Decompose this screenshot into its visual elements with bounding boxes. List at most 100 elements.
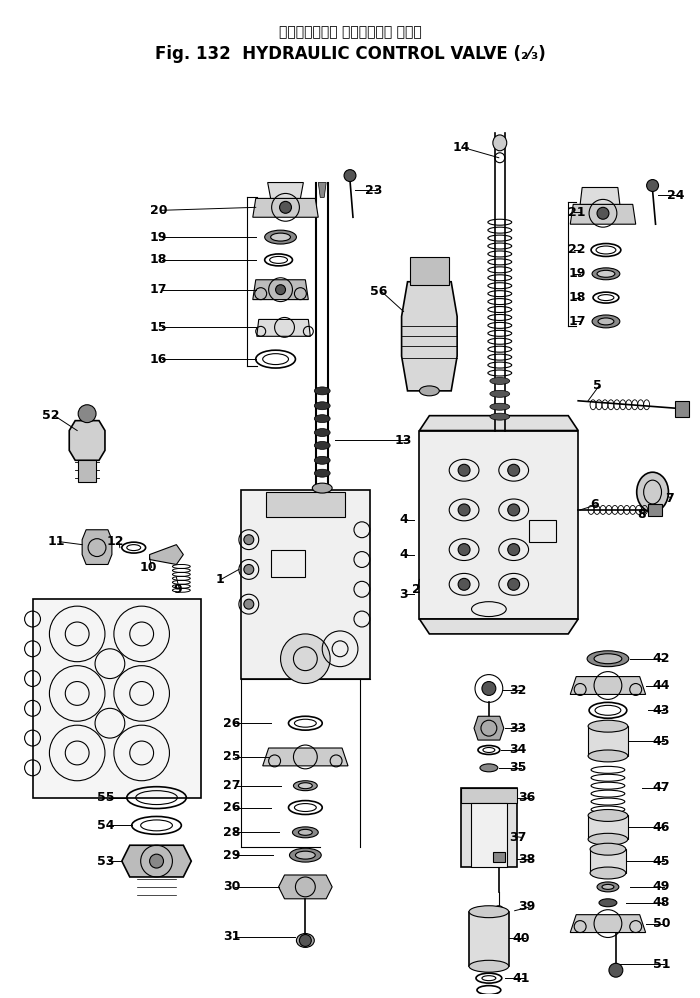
Ellipse shape	[312, 483, 332, 493]
Ellipse shape	[314, 441, 330, 449]
Text: 31: 31	[223, 930, 240, 943]
Ellipse shape	[594, 654, 622, 664]
Text: 55: 55	[97, 791, 115, 804]
Circle shape	[300, 934, 312, 946]
Text: 14: 14	[452, 142, 470, 155]
Text: 19: 19	[150, 231, 167, 244]
Text: 12: 12	[107, 535, 125, 548]
Text: 38: 38	[519, 852, 536, 865]
Text: 18: 18	[568, 291, 586, 304]
Polygon shape	[580, 188, 620, 205]
Ellipse shape	[480, 763, 498, 771]
Text: 32: 32	[509, 684, 526, 697]
Ellipse shape	[588, 833, 628, 845]
Ellipse shape	[490, 390, 510, 397]
Ellipse shape	[490, 403, 510, 410]
Ellipse shape	[490, 413, 510, 420]
Text: 44: 44	[652, 679, 670, 692]
Text: 27: 27	[223, 779, 241, 792]
Circle shape	[344, 170, 356, 182]
Circle shape	[78, 405, 96, 422]
Circle shape	[279, 202, 291, 214]
Polygon shape	[262, 748, 348, 765]
Text: 4: 4	[400, 513, 408, 526]
Text: 15: 15	[150, 321, 167, 334]
Polygon shape	[279, 875, 332, 899]
Text: 13: 13	[395, 434, 412, 447]
Text: 26: 26	[223, 801, 240, 814]
Text: 47: 47	[652, 781, 670, 794]
Ellipse shape	[314, 387, 330, 395]
Polygon shape	[253, 199, 318, 218]
Ellipse shape	[602, 884, 614, 889]
Polygon shape	[257, 319, 310, 336]
Text: 24: 24	[668, 189, 685, 202]
Ellipse shape	[293, 827, 318, 837]
Text: 2: 2	[412, 583, 420, 596]
Text: 51: 51	[652, 958, 670, 971]
Text: 45: 45	[652, 735, 670, 748]
Polygon shape	[570, 677, 645, 695]
Polygon shape	[419, 415, 578, 430]
Ellipse shape	[588, 749, 628, 761]
Text: 30: 30	[223, 880, 240, 893]
Text: 8: 8	[638, 508, 646, 521]
Text: 29: 29	[223, 848, 240, 861]
Text: 1: 1	[215, 573, 224, 586]
Text: 50: 50	[652, 917, 670, 930]
Text: 18: 18	[150, 253, 167, 266]
Text: 16: 16	[150, 352, 167, 365]
Text: 53: 53	[97, 854, 114, 867]
Text: 49: 49	[652, 880, 670, 893]
Ellipse shape	[295, 851, 315, 859]
Ellipse shape	[271, 234, 290, 242]
Bar	[648, 504, 661, 516]
Polygon shape	[253, 279, 308, 299]
Circle shape	[508, 544, 519, 556]
Polygon shape	[69, 420, 105, 460]
Text: 56: 56	[370, 285, 387, 298]
Bar	[469, 912, 509, 966]
Text: ハイドロリック コントロール バルブ: ハイドロリック コントロール バルブ	[279, 25, 421, 39]
Polygon shape	[570, 915, 645, 932]
Text: 22: 22	[568, 244, 586, 256]
Circle shape	[281, 634, 330, 684]
Polygon shape	[150, 545, 183, 565]
Circle shape	[244, 599, 254, 609]
Ellipse shape	[314, 469, 330, 477]
Circle shape	[458, 504, 470, 516]
Text: 17: 17	[150, 283, 167, 296]
Bar	[588, 727, 628, 755]
Text: 42: 42	[652, 653, 670, 666]
Ellipse shape	[597, 882, 619, 892]
Text: 46: 46	[652, 821, 670, 834]
Polygon shape	[474, 717, 504, 741]
Ellipse shape	[469, 906, 509, 917]
Circle shape	[597, 208, 609, 220]
Circle shape	[508, 504, 519, 516]
Ellipse shape	[298, 782, 312, 788]
Text: 6: 6	[590, 498, 598, 511]
Circle shape	[647, 180, 659, 192]
Text: 39: 39	[519, 900, 536, 913]
Ellipse shape	[314, 428, 330, 436]
Text: 11: 11	[48, 535, 65, 548]
Polygon shape	[570, 205, 636, 225]
Bar	[588, 815, 628, 839]
Text: 34: 34	[509, 744, 526, 756]
Ellipse shape	[493, 135, 507, 151]
Ellipse shape	[598, 318, 614, 325]
Circle shape	[244, 565, 254, 575]
Text: 40: 40	[512, 932, 530, 945]
Polygon shape	[122, 845, 191, 877]
Polygon shape	[318, 183, 326, 198]
Bar	[590, 849, 626, 873]
Bar	[78, 460, 96, 482]
Bar	[528, 520, 556, 542]
Ellipse shape	[314, 402, 330, 410]
Text: 37: 37	[509, 830, 526, 843]
Text: 45: 45	[652, 854, 670, 867]
Ellipse shape	[637, 472, 668, 512]
Text: 23: 23	[365, 184, 382, 197]
Bar	[461, 787, 517, 802]
